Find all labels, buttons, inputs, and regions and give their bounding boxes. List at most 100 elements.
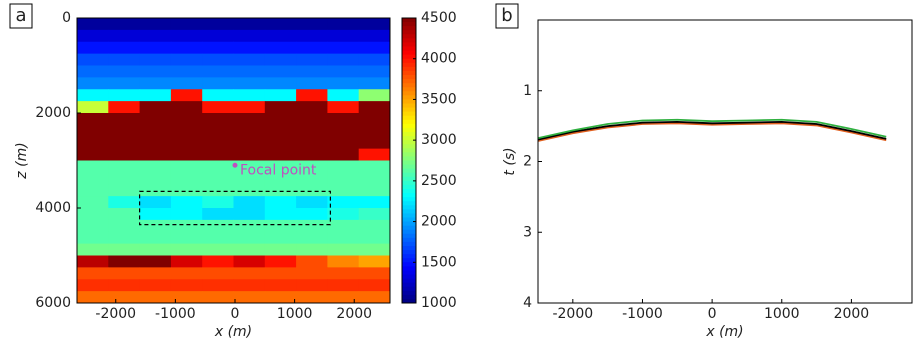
heat-cell	[233, 291, 266, 304]
heat-cell	[264, 29, 297, 43]
colorbar-tick-label: 3000	[421, 132, 457, 148]
heat-cell	[202, 243, 234, 256]
heat-cell	[139, 208, 172, 221]
colorbar-band	[402, 262, 416, 267]
heat-cell	[108, 243, 141, 256]
heat-cell	[139, 255, 172, 268]
heat-cell	[358, 219, 391, 233]
heat-cell	[327, 184, 360, 197]
heat-cell	[327, 160, 360, 173]
heat-cell	[170, 208, 203, 221]
y-tick-label: 2	[523, 154, 532, 170]
colorbar-band	[402, 54, 416, 60]
y-tick-label: 4	[523, 295, 532, 311]
heat-cell	[77, 184, 109, 197]
colorbar-band	[402, 201, 416, 206]
heat-cell	[358, 41, 391, 55]
heat-cell	[202, 41, 234, 55]
colorbar-band	[402, 34, 416, 39]
colorbar-band	[402, 144, 416, 149]
colorbar-band	[402, 62, 416, 68]
heat-cell	[170, 243, 203, 256]
heat-cell	[77, 41, 109, 55]
heat-cell	[327, 41, 360, 55]
heat-cell	[170, 29, 203, 43]
heat-cell	[327, 29, 360, 43]
y-axis-label: t (s)	[502, 147, 518, 175]
heat-cell	[139, 101, 172, 114]
heat-cell	[77, 243, 109, 256]
colorbar-band	[402, 193, 416, 198]
heat-cell	[358, 255, 391, 268]
heat-cell	[77, 196, 109, 209]
heat-cell	[264, 172, 297, 185]
heat-cell	[327, 65, 360, 78]
heat-cell	[202, 267, 234, 280]
heat-cell	[77, 279, 109, 292]
colorbar-band	[402, 254, 416, 259]
heat-cell	[233, 113, 266, 126]
heat-cell	[296, 18, 328, 31]
heat-cell	[327, 148, 360, 161]
colorbar-band	[402, 290, 416, 296]
heat-cell	[358, 279, 391, 292]
heat-cell	[327, 77, 360, 90]
heat-cell	[264, 291, 297, 304]
colorbar-band	[402, 233, 416, 239]
heat-cell	[202, 184, 234, 197]
plot-frame	[537, 19, 913, 304]
heat-cell	[77, 101, 109, 114]
heat-cell	[233, 29, 266, 43]
heat-cell	[108, 41, 141, 55]
heat-cell	[139, 172, 172, 185]
colorbar-band	[402, 152, 416, 157]
heat-cell	[327, 219, 360, 233]
y-tick-label: 4000	[35, 200, 71, 216]
heat-cell	[139, 196, 172, 209]
heat-cell	[358, 29, 391, 43]
colorbar-band	[402, 79, 416, 84]
heat-cell	[264, 77, 297, 90]
heat-cell	[264, 101, 297, 114]
colorbar-band	[402, 75, 416, 80]
heat-cell	[202, 77, 234, 90]
colorbar-band	[402, 22, 416, 27]
panel-label: b	[501, 5, 512, 26]
heat-cell	[264, 255, 297, 268]
heat-cell	[77, 136, 109, 150]
plot-frame	[76, 17, 391, 304]
panel-label-box	[495, 3, 519, 29]
heat-cell	[139, 136, 172, 150]
heat-cell	[202, 196, 234, 209]
heat-cell	[358, 291, 391, 304]
heat-cell	[264, 53, 297, 66]
heat-cell	[233, 231, 266, 245]
x-tick-label: -1000	[155, 306, 196, 322]
heat-cell	[296, 113, 328, 126]
colorbar-band	[402, 115, 416, 121]
heat-cell	[296, 160, 328, 173]
heat-cell	[233, 279, 266, 292]
trace	[537, 120, 887, 141]
colorbar-band	[402, 58, 416, 64]
heat-cell	[327, 18, 360, 31]
panel-label: a	[15, 5, 26, 26]
heat-cell	[77, 29, 109, 43]
colorbar-band	[402, 278, 416, 284]
heat-cell	[77, 172, 109, 185]
heat-cell	[77, 89, 109, 102]
heat-cell	[296, 279, 328, 292]
colorbar-band	[402, 103, 416, 109]
x-tick-label: 0	[231, 306, 240, 322]
heat-cell	[202, 255, 234, 268]
heat-cell	[327, 89, 360, 102]
colorbar-band	[402, 197, 416, 202]
heat-cell	[170, 148, 203, 161]
colorbar-band	[402, 221, 416, 227]
heat-cell	[296, 77, 328, 90]
heat-cell	[327, 101, 360, 114]
heat-cell	[202, 136, 234, 150]
colorbar-band	[402, 270, 416, 275]
x-axis-label: x (m)	[214, 324, 252, 340]
heat-cell	[77, 77, 109, 90]
